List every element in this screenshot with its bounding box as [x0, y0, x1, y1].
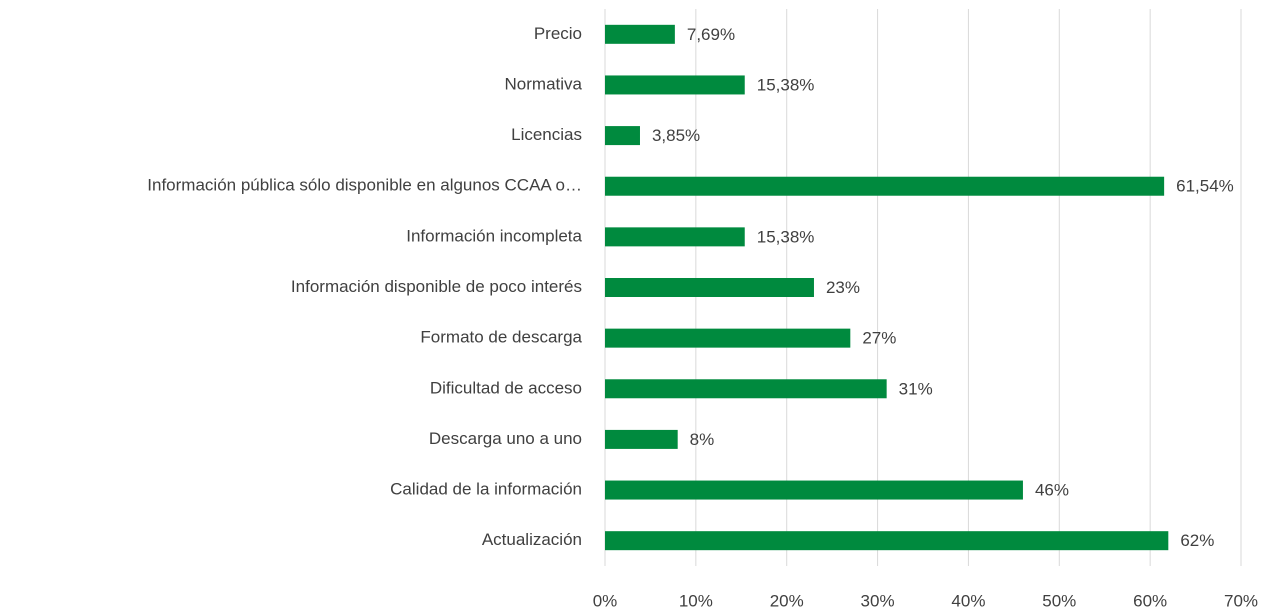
value-label: 7,69% [687, 25, 735, 44]
bar [605, 75, 745, 95]
y-tick-label: Dificultad de acceso [430, 378, 582, 397]
bar [605, 24, 675, 44]
y-tick-label: Calidad de la información [390, 480, 582, 499]
value-label: 15,38% [757, 75, 815, 94]
x-tick-label: 70% [1224, 591, 1258, 610]
value-label: 8% [690, 430, 715, 449]
bar [605, 126, 640, 146]
value-label: 27% [862, 329, 896, 348]
bar [605, 379, 887, 399]
x-tick-label: 0% [593, 591, 618, 610]
value-label: 23% [826, 278, 860, 297]
value-label: 61,54% [1176, 177, 1234, 196]
value-label: 15,38% [757, 227, 815, 246]
x-tick-label: 20% [770, 591, 804, 610]
x-tick-label: 60% [1133, 591, 1167, 610]
x-tick-label: 10% [679, 591, 713, 610]
y-tick-label: Normativa [505, 74, 583, 93]
bar [605, 480, 1023, 500]
y-tick-label: Formato de descarga [420, 328, 582, 347]
bar [605, 328, 851, 348]
bar [605, 176, 1165, 196]
y-tick-label: Información incompleta [406, 226, 582, 245]
value-label: 46% [1035, 481, 1069, 500]
x-tick-label: 40% [951, 591, 985, 610]
bar [605, 227, 745, 247]
y-tick-label: Actualización [482, 530, 582, 549]
y-tick-label: Descarga uno a uno [429, 429, 582, 448]
bar [605, 429, 678, 449]
value-label: 31% [899, 379, 933, 398]
y-tick-label: Información disponible de poco interés [291, 277, 582, 296]
bar [605, 278, 814, 297]
x-tick-label: 50% [1042, 591, 1076, 610]
y-tick-label: Información pública sólo disponible en a… [147, 176, 582, 195]
bar [605, 531, 1169, 551]
y-tick-label: Precio [534, 24, 582, 43]
value-label: 3,85% [652, 126, 700, 145]
x-tick-label: 30% [861, 591, 895, 610]
y-tick-label: Licencias [511, 125, 582, 144]
value-label: 62% [1180, 531, 1214, 550]
